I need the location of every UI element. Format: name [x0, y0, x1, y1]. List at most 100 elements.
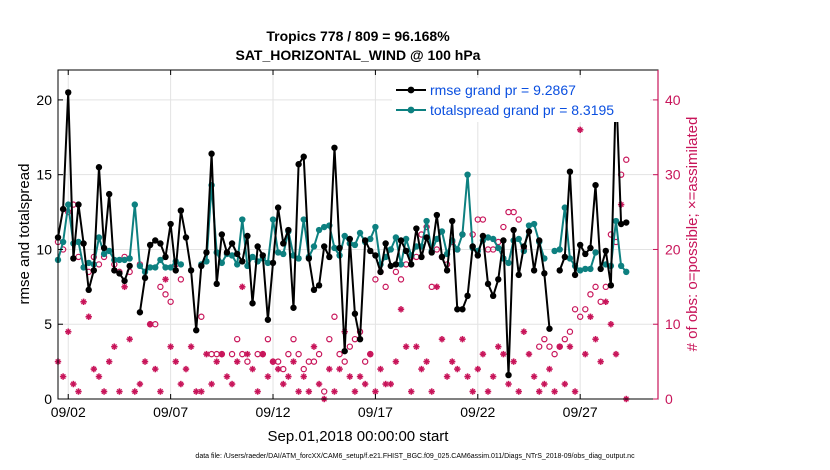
obs-assimilated-marker	[233, 358, 241, 365]
obs-possible-marker	[576, 313, 584, 320]
obs-assimilated-marker	[397, 306, 405, 313]
point-rmse	[433, 211, 441, 219]
obs-assimilated-marker	[111, 343, 118, 350]
point-rmse	[228, 240, 236, 247]
obs-assimilated-marker	[203, 350, 210, 358]
point-rmse	[438, 253, 446, 261]
point-rmse	[341, 347, 348, 355]
x-tick-label: 09/17	[358, 404, 393, 420]
point-rmse	[65, 89, 72, 96]
obs-assimilated-marker	[269, 358, 277, 365]
point-rmse	[541, 270, 548, 277]
obs-possible-marker	[515, 216, 522, 223]
obs-assimilated-marker	[172, 358, 179, 365]
point-totalspread	[387, 246, 394, 253]
point-rmse	[402, 247, 410, 255]
obs-assimilated-marker	[448, 358, 456, 365]
point-rmse	[136, 309, 144, 316]
point-totalspread	[65, 201, 72, 208]
obs-assimilated-marker	[459, 335, 466, 343]
obs-assimilated-marker	[356, 373, 364, 380]
point-rmse	[182, 234, 190, 241]
point-rmse	[479, 232, 487, 240]
point-rmse	[269, 259, 277, 267]
obs-possible-marker	[228, 350, 236, 358]
point-totalspread	[157, 256, 164, 264]
obs-assimilated-marker	[228, 380, 236, 388]
point-rmse	[408, 261, 415, 268]
point-rmse	[274, 204, 282, 211]
obs-assimilated-marker	[351, 388, 359, 395]
point-rmse	[70, 255, 77, 262]
obs-assimilated-marker	[607, 321, 615, 328]
point-totalspread	[530, 220, 538, 228]
point-rmse	[536, 237, 543, 244]
obs-possible-marker	[285, 350, 292, 358]
point-rmse	[193, 327, 200, 334]
point-rmse	[382, 240, 389, 247]
axis-ticks: 09/02 09/07 09/12 09/17 09/22 09/27 0 5 10 15 20 0 1…	[36, 70, 681, 420]
point-totalspread	[218, 259, 226, 267]
point-rmse	[75, 201, 82, 208]
point-rmse	[239, 258, 246, 265]
point-rmse	[418, 253, 425, 261]
obs-assimilated-marker	[443, 373, 451, 380]
point-totalspread	[582, 265, 589, 273]
obs-assimilated-marker	[85, 313, 92, 320]
obs-possible-marker	[336, 350, 343, 358]
point-totalspread	[372, 223, 379, 231]
obs-possible-marker	[510, 208, 517, 216]
point-rmse	[223, 249, 231, 256]
point-rmse	[233, 250, 241, 258]
point-rmse	[356, 335, 364, 343]
obs-possible-marker	[244, 358, 251, 365]
point-totalspread	[59, 238, 67, 246]
point-totalspread	[489, 235, 497, 243]
x-tick-label: 09/07	[153, 404, 188, 420]
point-rmse	[387, 262, 394, 270]
obs-possible-marker	[546, 343, 553, 350]
point-rmse	[566, 168, 574, 175]
point-totalspread	[233, 261, 241, 268]
obs-assimilated-marker	[259, 350, 266, 358]
y-tick-label-left: 10	[36, 241, 52, 257]
y-tick-label-left: 15	[36, 167, 52, 183]
obs-assimilated-marker	[433, 283, 441, 291]
point-rmse	[351, 310, 359, 317]
point-totalspread	[146, 264, 154, 271]
point-totalspread	[121, 256, 128, 264]
obs-assimilated-marker	[561, 380, 569, 388]
y-tick-label-right: 0	[665, 391, 673, 407]
point-totalspread	[116, 256, 123, 264]
obs-assimilated-marker	[315, 380, 323, 388]
obs-possible-marker	[587, 291, 594, 298]
point-totalspread	[495, 244, 502, 252]
obs-possible-marker	[295, 350, 302, 358]
point-rmse	[602, 247, 609, 255]
point-totalspread	[484, 234, 492, 241]
obs-possible-marker	[331, 313, 338, 320]
point-totalspread	[561, 204, 569, 211]
point-rmse	[489, 292, 497, 300]
obs-assimilated-marker	[131, 388, 138, 395]
point-totalspread	[152, 264, 159, 271]
obs-possible-marker	[300, 365, 307, 373]
point-totalspread	[295, 255, 302, 262]
point-rmse	[126, 262, 133, 270]
point-rmse	[167, 220, 174, 228]
point-rmse	[464, 292, 471, 300]
obs-assimilated-marker	[402, 343, 410, 350]
obs-assimilated-marker	[331, 388, 338, 395]
obs-assimilated-marker	[346, 373, 354, 380]
y-tick-label-left: 0	[44, 391, 52, 407]
legend-label-rmse: rmse grand pr = 9.2867	[430, 82, 576, 98]
obs-assimilated-marker	[300, 373, 307, 380]
point-rmse	[177, 207, 185, 214]
point-rmse	[546, 325, 553, 332]
point-rmse	[218, 231, 226, 238]
obs-possible-marker	[198, 313, 205, 320]
obs-assimilated-marker	[121, 283, 128, 291]
obs-assimilated-marker	[576, 126, 584, 134]
point-rmse	[121, 277, 128, 285]
point-totalspread	[438, 228, 446, 235]
